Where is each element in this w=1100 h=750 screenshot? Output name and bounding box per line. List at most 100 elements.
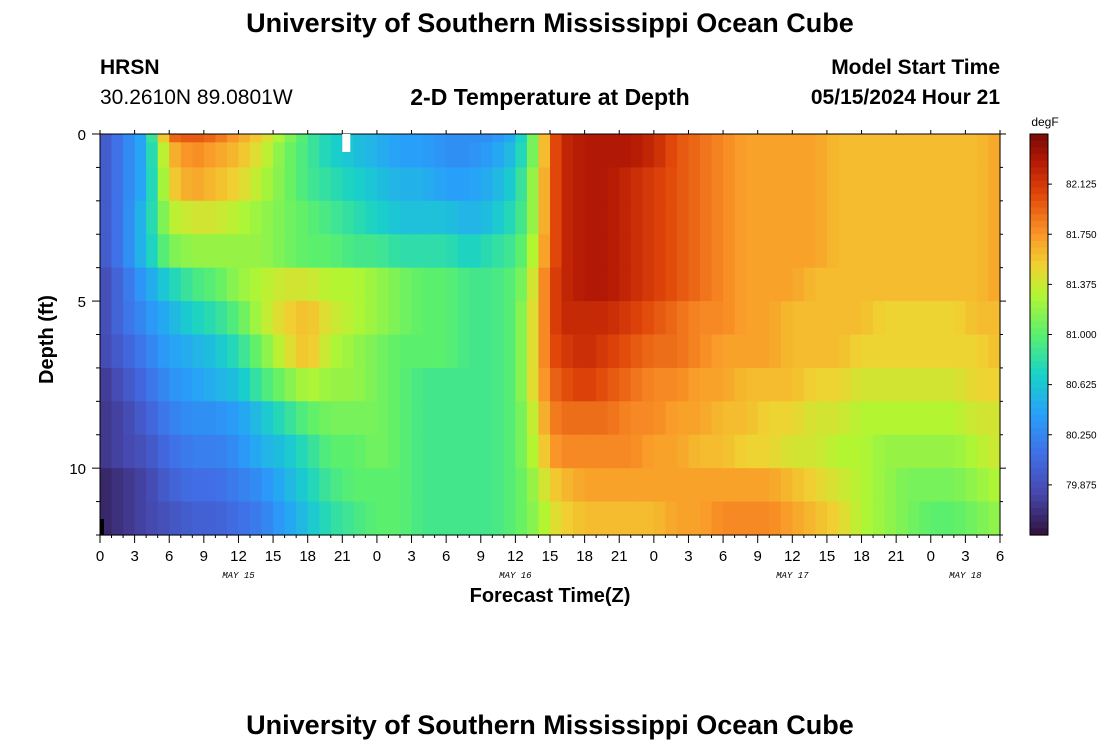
heatmap-cell	[919, 234, 932, 269]
heatmap-cell	[700, 301, 713, 336]
heatmap-cell	[515, 167, 528, 202]
heatmap-cell	[203, 142, 216, 169]
heatmap-cell	[226, 367, 240, 402]
heatmap-cell	[353, 200, 366, 235]
heatmap-cell	[284, 468, 297, 503]
heatmap-cell	[503, 367, 516, 402]
heatmap-cell	[746, 200, 759, 235]
heatmap-cell	[653, 401, 666, 436]
heatmap-cell	[965, 234, 978, 269]
heatmap-cell	[215, 142, 228, 169]
heatmap-cell	[815, 334, 828, 369]
heatmap-cell	[215, 200, 228, 235]
heatmap-cell	[261, 434, 274, 469]
heatmap-cell	[111, 142, 124, 169]
heatmap-cell	[157, 334, 170, 369]
heatmap-cell	[734, 267, 747, 302]
heatmap-cell	[688, 200, 701, 235]
heatmap-cell	[515, 301, 528, 336]
heatmap-cell	[723, 167, 736, 202]
heatmap-cell	[884, 234, 897, 269]
heatmap-cell	[780, 301, 793, 336]
heatmap-cell	[273, 468, 286, 503]
heatmap-cell	[642, 167, 655, 202]
heatmap-cell	[723, 401, 736, 436]
heatmap-cell	[469, 142, 482, 169]
x-axis-title: Forecast Time(Z)	[469, 585, 631, 607]
heatmap-cell	[515, 434, 528, 469]
heatmap-cell	[700, 142, 713, 169]
heatmap-cell	[307, 434, 320, 469]
heatmap-cell	[665, 401, 678, 436]
heatmap-cell	[815, 134, 828, 143]
heatmap-cell	[630, 142, 643, 169]
heatmap-cell	[273, 267, 286, 302]
heatmap-cell	[457, 134, 470, 143]
x-tick-label: 18	[299, 548, 316, 565]
heatmap-cell	[711, 401, 724, 436]
date-label: MAY 15	[222, 571, 255, 581]
heatmap-cell	[250, 301, 263, 336]
heatmap-cell	[284, 200, 297, 235]
heatmap-cell	[434, 334, 447, 369]
heatmap-cell	[607, 142, 620, 169]
heatmap-cell	[561, 142, 574, 169]
heatmap-cell	[157, 468, 170, 503]
heatmap-cell	[134, 267, 147, 302]
colorbar-segment	[1030, 347, 1048, 356]
heatmap-cell	[526, 334, 540, 369]
heatmap-cell	[619, 334, 632, 369]
heatmap-cell	[815, 301, 828, 336]
heatmap-cell	[873, 334, 886, 369]
heatmap-cell	[226, 134, 240, 143]
heatmap-cell	[492, 134, 505, 143]
heatmap-cell	[238, 468, 251, 503]
colorbar-tick-label: 82.125	[1066, 180, 1097, 191]
heatmap-cell	[146, 200, 159, 235]
heatmap-cell	[838, 167, 851, 202]
heatmap-cell	[873, 367, 886, 402]
heatmap-cell	[734, 434, 747, 469]
heatmap-cell	[953, 234, 966, 269]
heatmap-cell	[342, 167, 355, 202]
heatmap-cell	[792, 200, 805, 235]
heatmap-cell	[111, 334, 124, 369]
heatmap-cell	[596, 334, 609, 369]
heatmap-cell	[261, 501, 274, 536]
heatmap-cell	[423, 134, 436, 143]
heatmap-cell	[769, 200, 782, 235]
heatmap-cell	[123, 434, 136, 469]
heatmap-cell	[330, 434, 343, 469]
heatmap-cell	[123, 301, 136, 336]
heatmap-cell	[250, 334, 263, 369]
heatmap-cell	[803, 401, 816, 436]
heatmap-cell	[146, 134, 159, 143]
heatmap-cell	[157, 501, 170, 536]
heatmap-cell	[734, 142, 747, 169]
date-label: MAY 17	[776, 571, 809, 581]
heatmap-cell	[192, 334, 205, 369]
heatmap-cell	[365, 501, 378, 536]
heatmap-cell	[907, 468, 920, 503]
heatmap-cell	[492, 501, 505, 536]
heatmap-cell	[711, 267, 724, 302]
heatmap-cell	[365, 267, 378, 302]
heatmap-cell	[642, 234, 655, 269]
heatmap-cell	[723, 234, 736, 269]
heatmap-cell	[376, 200, 390, 235]
heatmap-cell	[873, 142, 886, 169]
colorbar-segment	[1030, 434, 1048, 443]
heatmap-cell	[526, 267, 540, 302]
heatmap-cell	[180, 267, 193, 302]
heatmap-cell	[376, 401, 390, 436]
colorbar-segment	[1030, 394, 1048, 402]
heatmap-cell	[273, 401, 286, 436]
colorbar-segment	[1030, 408, 1048, 416]
heatmap-cell	[376, 134, 390, 143]
heatmap-cell	[169, 501, 182, 536]
colorbar-segment	[1030, 187, 1048, 195]
heatmap-cell	[919, 200, 932, 235]
heatmap-cell	[688, 434, 701, 469]
heatmap-cell	[411, 267, 424, 302]
heatmap-cell	[492, 468, 505, 503]
